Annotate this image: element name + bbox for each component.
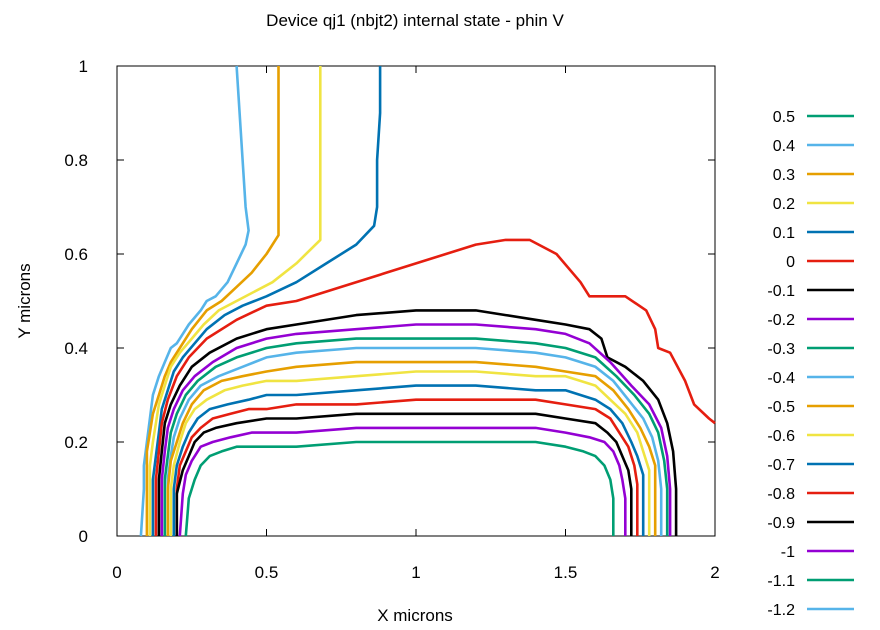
plot-area	[116, 65, 716, 537]
legend: 0.5 0.4 0.3 0.2 0.1 0 -0.1 -0.2 -0.3 -0.4 -0.5 -0.6…	[767, 109, 854, 619]
contour-line	[175, 398, 639, 536]
contour-line	[154, 238, 716, 536]
contour-line	[163, 337, 669, 536]
y-axis-label: Y microns	[15, 263, 34, 338]
legend-label: -1.1	[767, 573, 795, 590]
y-tick-label: 0.8	[64, 151, 88, 170]
legend-label: -0.7	[767, 457, 795, 474]
contour-line	[184, 440, 615, 537]
legend-label: 0.3	[773, 167, 795, 184]
y-tick-label: 0.4	[64, 339, 88, 358]
legend-label: -0.3	[767, 341, 795, 358]
contour-line	[151, 66, 382, 536]
legend-label: -1.2	[767, 602, 795, 619]
x-axis: 0 0.5 1 1.5 2	[112, 66, 720, 582]
legend-label: 0	[786, 254, 795, 271]
y-tick-label: 0.2	[64, 433, 88, 452]
chart-title: Device qj1 (nbjt2) internal state - phin…	[266, 11, 564, 30]
legend-label: 0.1	[773, 225, 795, 242]
contour-line	[169, 370, 651, 536]
x-tick-label: 0.5	[255, 563, 279, 582]
legend-label: -1	[781, 544, 795, 561]
x-axis-label: X microns	[377, 606, 453, 625]
legend-label: -0.6	[767, 428, 795, 445]
x-tick-label: 2	[710, 563, 719, 582]
legend-label: 0.2	[773, 196, 795, 213]
legend-label: 0.4	[773, 138, 795, 155]
contour-line	[166, 346, 663, 536]
contour-line	[175, 412, 633, 536]
legend-label: -0.5	[767, 399, 795, 416]
contour-line	[172, 384, 645, 536]
contour-line	[166, 360, 657, 536]
legend-label: -0.8	[767, 486, 795, 503]
legend-label: -0.1	[767, 283, 795, 300]
y-tick-label: 0.6	[64, 245, 88, 264]
x-tick-label: 0	[112, 563, 121, 582]
x-tick-label: 1.5	[554, 563, 578, 582]
contour-line	[157, 309, 678, 536]
y-tick-label: 1	[79, 57, 88, 76]
legend-label: -0.2	[767, 312, 795, 329]
x-tick-label: 1	[411, 563, 420, 582]
contour-line	[160, 323, 672, 536]
y-tick-label: 0	[79, 527, 88, 546]
legend-label: 0.5	[773, 109, 795, 126]
y-axis: 0 0.2 0.4 0.6 0.8 1	[64, 57, 715, 546]
contour-line	[178, 426, 627, 537]
legend-label: -0.4	[767, 370, 795, 387]
contour-line	[139, 65, 250, 537]
contour-line	[145, 66, 280, 536]
contour-line	[148, 66, 322, 536]
contour-lines	[139, 65, 716, 537]
legend-label: -0.9	[767, 515, 795, 532]
